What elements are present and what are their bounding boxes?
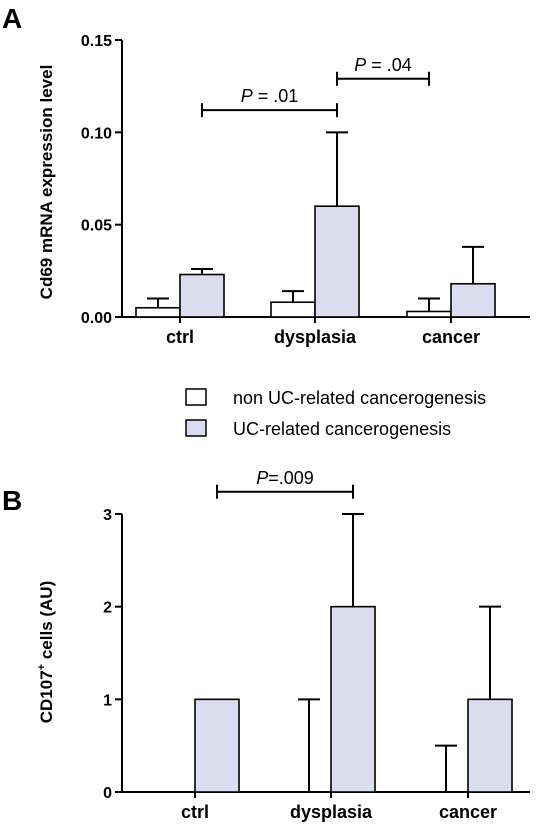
panel-a-category-label: cancer [422, 327, 480, 347]
panel-a-bar [135, 306, 181, 318]
panel-a-bar [179, 273, 225, 318]
panel-a-label: A [2, 3, 22, 34]
panel-a-category-label: dysplasia [274, 327, 357, 347]
y-axis-label-b-sup: + [36, 664, 48, 670]
panel-a-p-value-text: = .04 [366, 55, 412, 75]
panel-b-p-value-label: P=.009 [256, 468, 314, 488]
panel-a-bar [406, 310, 452, 318]
panel-b-bar [330, 605, 376, 793]
panel-b-y-tick-label: 0 [103, 785, 112, 802]
panel-a-p-value-italic: P [354, 55, 366, 75]
panel-b-category-label: cancer [439, 802, 497, 822]
panel-a-p-value-label: P = .01 [241, 86, 299, 106]
panel-a-y-tick-label: 0.10 [81, 125, 112, 142]
legend-label-non-uc: non UC-related cancerogenesis [233, 388, 486, 408]
panel-a-p-value-label: P = .04 [354, 55, 412, 75]
panel-a-y-tick-label: 0.05 [81, 218, 112, 235]
legend-swatch-uc [185, 419, 207, 437]
legend-label-uc: UC-related cancerogenesis [233, 419, 451, 439]
panel-b-p-value-italic: P [256, 468, 268, 488]
panel-a-p-value-text: = .01 [253, 86, 299, 106]
panel-a-y-tick-label: 0.15 [81, 33, 112, 50]
panel-a-bar [314, 205, 360, 318]
panel-b-bar [467, 698, 513, 793]
panel-a-p-value-italic: P [241, 86, 253, 106]
panel-b-p-value-text: =.009 [268, 468, 314, 488]
legend: non UC-related cancerogenesis UC-related… [185, 388, 486, 439]
y-axis-label-b-main: CD107 [37, 670, 56, 723]
panel-a-y-tick-label: 0.00 [81, 310, 112, 327]
panel-a-bar [270, 301, 316, 318]
panel-a-bar [450, 282, 496, 318]
panel-b-y-tick-label: 3 [103, 507, 112, 524]
panel-b-category-label: ctrl [181, 802, 209, 822]
panel-b-bar [194, 698, 240, 793]
legend-swatch-non-uc [185, 388, 207, 406]
chart-panel-b: CD107+ cells (AU) 0 1 2 3 ctrl dysplasia cance… [36, 468, 530, 822]
panel-b-y-tick-label: 2 [103, 600, 112, 617]
panel-b-category-label: dysplasia [290, 802, 373, 822]
y-axis-label-b: CD107+ cells (AU) [36, 581, 56, 724]
panel-b-y-tick-label: 1 [103, 692, 112, 709]
y-axis-label-b-rest: cells (AU) [37, 581, 56, 664]
y-axis-label-a: Cd69 mRNA expression level [37, 65, 56, 300]
chart-panel-a: Cd69 mRNA expression level 0.00 0.05 0.10 0… [37, 33, 530, 347]
panel-a-category-label: ctrl [166, 327, 194, 347]
panel-b-label: B [2, 485, 22, 516]
